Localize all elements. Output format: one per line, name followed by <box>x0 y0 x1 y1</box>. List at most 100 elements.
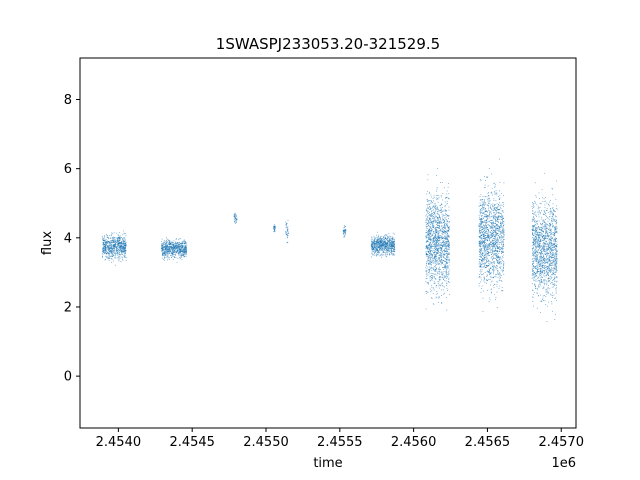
data-point <box>431 215 432 217</box>
data-point <box>484 250 486 252</box>
data-point <box>113 247 115 249</box>
data-point <box>480 238 482 240</box>
data-point <box>439 244 441 246</box>
data-point <box>499 239 501 241</box>
data-point <box>287 226 289 228</box>
data-point <box>493 273 494 275</box>
data-point <box>436 231 438 233</box>
data-point <box>118 245 120 246</box>
data-point <box>431 275 433 277</box>
data-point <box>482 267 484 268</box>
data-point <box>430 239 432 241</box>
data-point <box>485 221 487 223</box>
data-point <box>121 245 122 246</box>
data-point <box>496 212 498 213</box>
data-point <box>436 292 438 294</box>
data-point <box>176 251 177 252</box>
data-point <box>494 226 495 228</box>
data-point <box>486 253 488 255</box>
data-point <box>433 231 435 232</box>
data-point <box>500 226 502 228</box>
data-point <box>166 256 168 258</box>
data-point <box>123 250 125 251</box>
data-point <box>371 256 372 258</box>
data-point <box>499 215 501 217</box>
data-point <box>480 218 482 220</box>
data-point <box>447 225 448 226</box>
data-point <box>444 242 446 244</box>
data-point <box>108 250 110 252</box>
data-point <box>383 243 384 244</box>
data-point <box>178 242 180 244</box>
data-point <box>121 257 123 258</box>
data-point <box>434 257 435 259</box>
data-point <box>111 255 112 257</box>
data-point <box>383 249 385 250</box>
data-point <box>111 252 113 254</box>
data-point <box>113 236 115 238</box>
data-point <box>177 251 178 253</box>
data-point <box>392 250 394 252</box>
data-point <box>435 245 437 246</box>
data-point <box>433 205 435 207</box>
data-point <box>479 228 480 230</box>
data-point <box>436 260 437 262</box>
data-point <box>162 243 164 244</box>
data-point <box>343 227 345 229</box>
data-point <box>491 192 493 194</box>
data-point <box>173 254 175 255</box>
data-point <box>384 234 386 235</box>
data-point <box>499 266 500 268</box>
data-point <box>169 243 171 245</box>
data-point <box>425 218 427 220</box>
data-point <box>448 235 450 237</box>
data-point <box>165 248 167 250</box>
data-point <box>386 249 387 251</box>
data-point <box>488 265 490 266</box>
data-point <box>498 263 500 265</box>
data-point <box>494 215 496 216</box>
data-point <box>175 248 177 250</box>
data-point <box>485 216 487 217</box>
data-point <box>426 263 427 264</box>
data-point <box>494 214 496 215</box>
data-point <box>490 234 491 236</box>
data-point <box>168 259 170 260</box>
data-point <box>426 245 427 246</box>
data-point <box>496 259 497 260</box>
data-point <box>490 275 492 277</box>
data-point <box>438 258 439 259</box>
data-point <box>182 245 183 246</box>
data-point <box>113 260 114 262</box>
data-point <box>439 225 440 227</box>
data-point <box>166 253 168 255</box>
data-point <box>177 242 179 243</box>
data-point <box>492 251 494 253</box>
data-point <box>171 256 172 258</box>
data-point <box>433 211 435 213</box>
data-point <box>425 270 427 272</box>
data-point <box>162 252 164 253</box>
data-point <box>448 241 449 243</box>
data-point <box>441 233 443 234</box>
data-point <box>372 246 374 248</box>
data-point <box>394 246 396 248</box>
data-point <box>440 212 442 213</box>
data-point <box>445 259 447 261</box>
data-point <box>481 212 482 214</box>
data-point <box>110 245 112 247</box>
data-point <box>485 233 487 234</box>
data-point <box>381 249 383 251</box>
data-point <box>498 251 500 252</box>
data-point <box>385 245 387 247</box>
data-point <box>501 223 503 225</box>
data-point <box>428 213 429 214</box>
data-point <box>111 232 113 234</box>
data-point <box>178 253 180 255</box>
data-point <box>481 201 483 203</box>
data-point <box>435 229 437 230</box>
data-point <box>109 249 110 251</box>
data-point <box>286 226 288 228</box>
data-point <box>428 203 430 205</box>
data-point <box>435 235 437 237</box>
